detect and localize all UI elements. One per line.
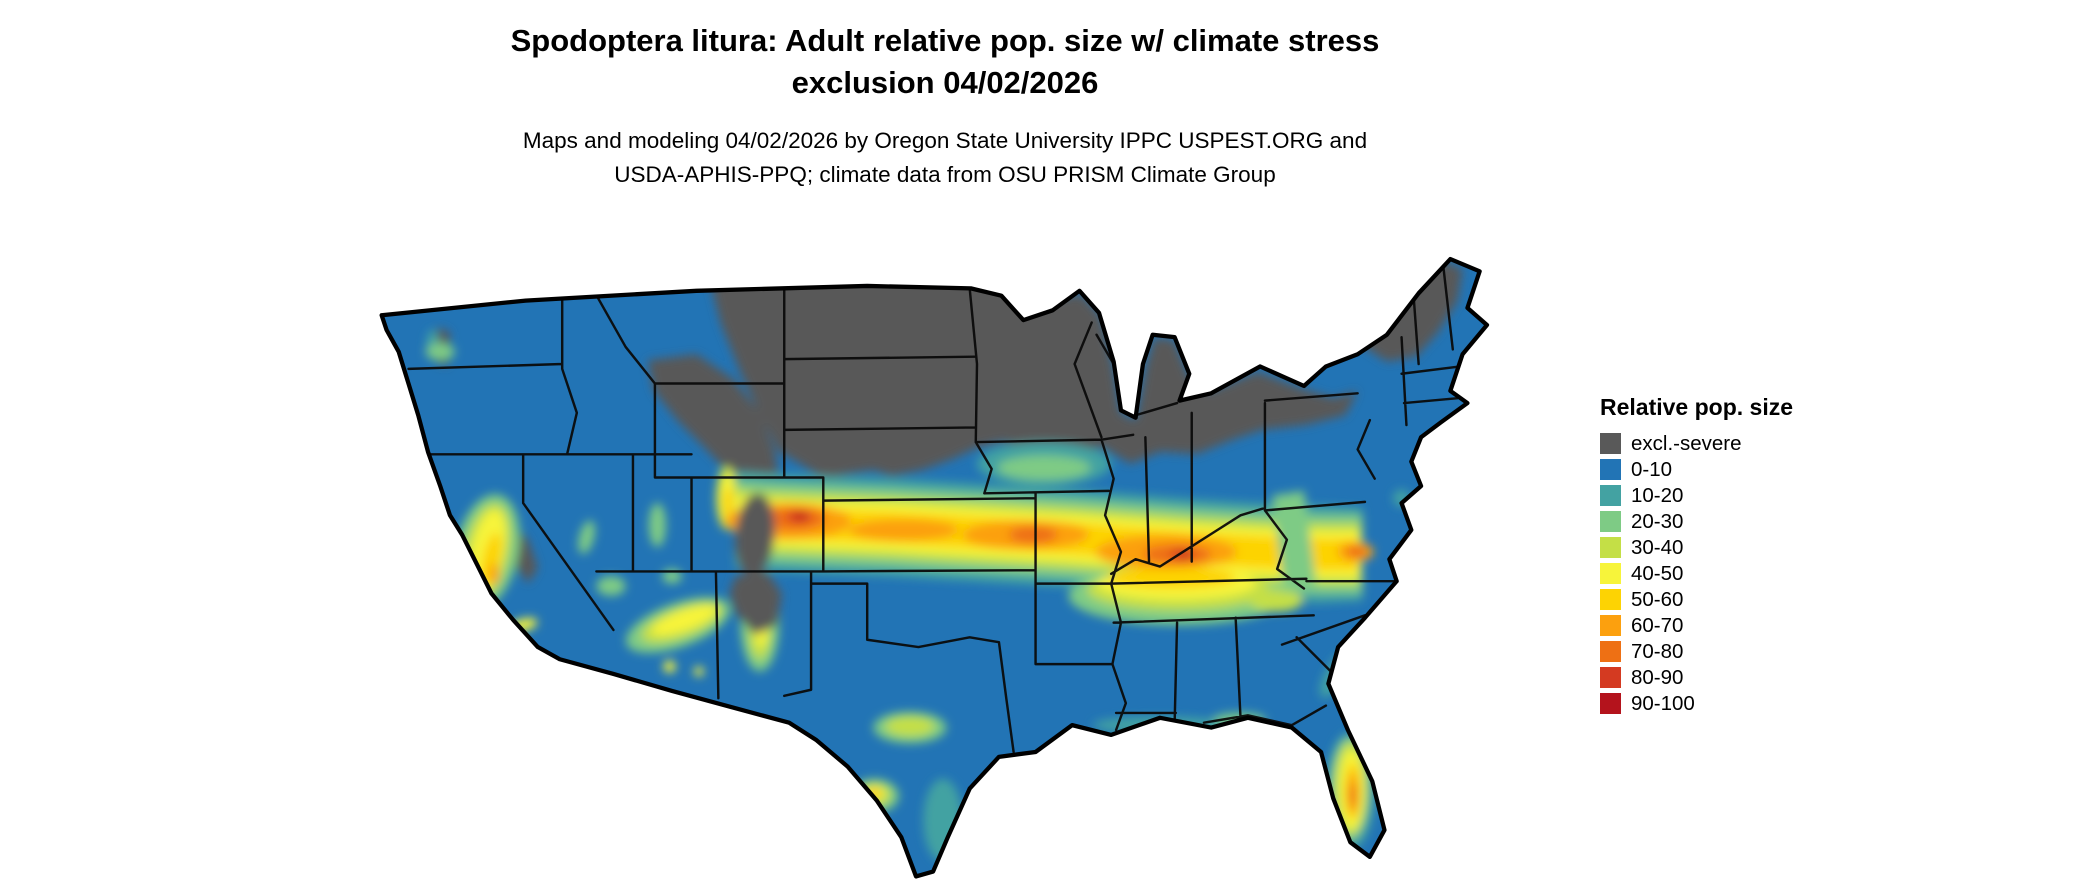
map-title-line1: Spodoptera litura: Adult relative pop. s… xyxy=(510,23,1380,58)
legend-item-10-20: 10-20 xyxy=(1600,485,1793,506)
legend-label-90-100: 90-100 xyxy=(1631,692,1695,715)
legend-item-0-10: 0-10 xyxy=(1600,459,1793,480)
map-legend: Relative pop. size excl.-severe 0-10 10-… xyxy=(1600,394,1793,719)
legend-label-excl-severe: excl.-severe xyxy=(1631,432,1742,455)
map-subtitle: Maps and modeling 04/02/2026 by Oregon S… xyxy=(270,124,1620,192)
legend-label-60-70: 60-70 xyxy=(1631,614,1684,637)
legend-swatch-10-20 xyxy=(1600,485,1621,506)
legend-label-20-30: 20-30 xyxy=(1631,510,1684,533)
legend-item-30-40: 30-40 xyxy=(1600,537,1793,558)
legend-swatch-20-30 xyxy=(1600,511,1621,532)
legend-item-40-50: 40-50 xyxy=(1600,563,1793,584)
legend-item-60-70: 60-70 xyxy=(1600,615,1793,636)
legend-item-excl-severe: excl.-severe xyxy=(1600,433,1793,454)
us-map-svg xyxy=(379,256,1490,879)
legend-label-40-50: 40-50 xyxy=(1631,562,1684,585)
us-map xyxy=(306,220,1526,885)
legend-item-20-30: 20-30 xyxy=(1600,511,1793,532)
legend-swatch-0-10 xyxy=(1600,459,1621,480)
legend-swatch-excl-severe xyxy=(1600,433,1621,454)
legend-swatch-60-70 xyxy=(1600,615,1621,636)
map-title-line2: exclusion 04/02/2026 xyxy=(791,65,1099,100)
us-outline xyxy=(379,256,1490,879)
legend-swatch-70-80 xyxy=(1600,641,1621,662)
legend-label-0-10: 0-10 xyxy=(1631,458,1673,481)
legend-swatch-90-100 xyxy=(1600,693,1621,714)
legend-item-80-90: 80-90 xyxy=(1600,667,1793,688)
map-title: Spodoptera litura: Adult relative pop. s… xyxy=(270,20,1620,104)
legend-label-80-90: 80-90 xyxy=(1631,666,1684,689)
legend-item-90-100: 90-100 xyxy=(1600,693,1793,714)
legend-swatch-40-50 xyxy=(1600,563,1621,584)
legend-label-10-20: 10-20 xyxy=(1631,484,1684,507)
legend-item-50-60: 50-60 xyxy=(1600,589,1793,610)
state-borders xyxy=(407,262,1462,754)
legend-label-50-60: 50-60 xyxy=(1631,588,1684,611)
legend-swatch-30-40 xyxy=(1600,537,1621,558)
legend-label-30-40: 30-40 xyxy=(1631,536,1684,559)
map-subtitle-line2: USDA-APHIS-PPQ; climate data from OSU PR… xyxy=(614,162,1276,187)
legend-label-70-80: 70-80 xyxy=(1631,640,1684,663)
legend-swatch-80-90 xyxy=(1600,667,1621,688)
legend-swatch-50-60 xyxy=(1600,589,1621,610)
legend-item-70-80: 70-80 xyxy=(1600,641,1793,662)
map-subtitle-line1: Maps and modeling 04/02/2026 by Oregon S… xyxy=(522,128,1368,153)
legend-title: Relative pop. size xyxy=(1600,394,1794,420)
